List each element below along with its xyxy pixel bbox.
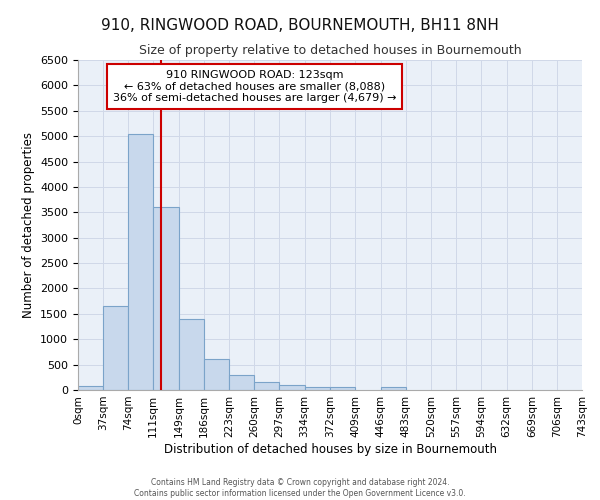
Bar: [179, 319, 204, 390]
Bar: [380, 387, 406, 390]
Bar: [78, 386, 103, 390]
Text: 910 RINGWOOD ROAD: 123sqm
← 63% of detached houses are smaller (8,088)
36% of se: 910 RINGWOOD ROAD: 123sqm ← 63% of detac…: [113, 70, 396, 103]
Bar: [305, 387, 331, 390]
Bar: [229, 375, 254, 390]
Bar: [128, 134, 153, 390]
Bar: [204, 358, 229, 390]
Bar: [153, 207, 179, 390]
Title: Size of property relative to detached houses in Bournemouth: Size of property relative to detached ho…: [139, 44, 521, 58]
Bar: [254, 382, 280, 390]
Text: 910, RINGWOOD ROAD, BOURNEMOUTH, BH11 8NH: 910, RINGWOOD ROAD, BOURNEMOUTH, BH11 8N…: [101, 18, 499, 32]
Text: Contains HM Land Registry data © Crown copyright and database right 2024.
Contai: Contains HM Land Registry data © Crown c…: [134, 478, 466, 498]
Y-axis label: Number of detached properties: Number of detached properties: [22, 132, 35, 318]
X-axis label: Distribution of detached houses by size in Bournemouth: Distribution of detached houses by size …: [163, 442, 497, 456]
Bar: [280, 386, 305, 390]
Bar: [103, 306, 128, 390]
Bar: [331, 387, 355, 390]
